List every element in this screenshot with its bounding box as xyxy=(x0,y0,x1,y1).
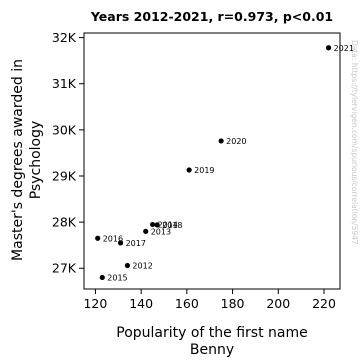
y-tick-label: 28K xyxy=(52,215,77,230)
x-tick-label: 160 xyxy=(175,296,199,311)
data-point-label: 2018 xyxy=(162,221,182,230)
data-point xyxy=(143,228,149,234)
watermark: Data: https://tylervigen.com/spurious/co… xyxy=(350,40,359,245)
data-point-label: 2015 xyxy=(107,273,127,282)
y-tick-label: 31K xyxy=(52,76,77,91)
y-tick-label: 30K xyxy=(52,122,77,137)
x-axis-label-line-2: Benny xyxy=(190,342,234,358)
chart-title: Years 2012-2021, r=0.973, p<0.01 xyxy=(90,9,333,24)
data-point xyxy=(95,235,101,241)
data-point xyxy=(117,240,124,246)
data-point-label: 2020 xyxy=(226,137,246,146)
y-tick-label: 27K xyxy=(52,261,77,276)
x-tick-label: 180 xyxy=(221,296,245,311)
x-tick-label: 200 xyxy=(266,296,290,311)
data-point-label: 2014 xyxy=(158,220,178,229)
data-point-label: 2013 xyxy=(151,227,171,236)
data-point xyxy=(124,262,131,269)
x-axis-label: Popularity of the first name Benny xyxy=(116,325,308,358)
data-point-label: 2012 xyxy=(132,261,152,270)
x-axis-ticks: 120 140 160 180 200 220 xyxy=(83,289,336,311)
plot-area-frame xyxy=(83,32,341,290)
data-point xyxy=(186,167,192,173)
x-axis-label-line-1: Popularity of the first name xyxy=(116,325,308,341)
x-tick-label: 220 xyxy=(312,296,336,311)
data-point xyxy=(99,274,105,281)
data-point-label: 2017 xyxy=(126,239,146,248)
data-point-label: 2016 xyxy=(103,234,123,243)
data-point-label: 2021 xyxy=(334,44,354,53)
data-point-label: 2019 xyxy=(194,166,214,175)
data-point xyxy=(218,138,224,144)
y-axis-ticks: 27K 28K 29K 30K 31K 32K xyxy=(52,30,84,276)
y-axis-label-line-2: Psychology xyxy=(28,121,44,200)
y-axis-label-line-1: Master's degrees awarded in xyxy=(10,59,26,261)
y-tick-label: 29K xyxy=(52,168,77,183)
x-tick-label: 140 xyxy=(129,296,153,311)
y-axis-label: Master's degrees awarded in Psychology xyxy=(10,59,44,261)
data-point xyxy=(325,45,332,51)
x-tick-label: 120 xyxy=(83,296,107,311)
data-point xyxy=(154,222,160,228)
data-point xyxy=(149,221,156,228)
y-tick-label: 32K xyxy=(52,30,77,45)
